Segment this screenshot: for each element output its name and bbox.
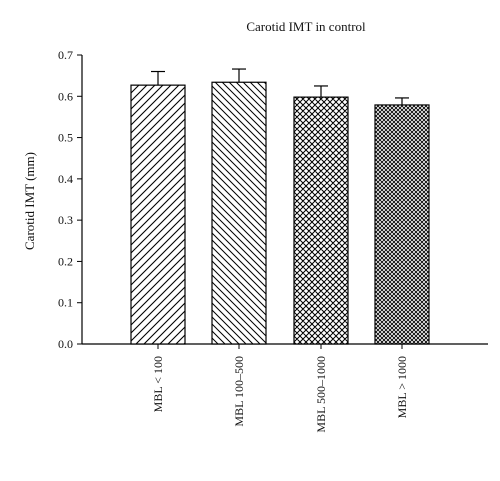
bar <box>130 84 186 345</box>
chart-title: Carotid IMT in control <box>246 19 366 34</box>
y-tick-label: 0.4 <box>58 172 73 186</box>
y-tick-label: 0.3 <box>58 213 73 227</box>
y-tick-label: 0.1 <box>58 296 73 310</box>
bar <box>293 96 349 345</box>
y-tick-label: 0.0 <box>58 337 73 351</box>
y-tick-label: 0.7 <box>58 48 73 62</box>
bar <box>211 81 267 345</box>
y-tick-label: 0.6 <box>58 89 73 103</box>
y-tick-label: 0.5 <box>58 131 73 145</box>
y-axis-label: Carotid IMT (mm) <box>22 152 37 250</box>
plot-area: 0.0 0.1 0.2 0.3 0.4 0.5 0.6 0.7 MBL < 100 MBL 100… <box>58 48 488 433</box>
x-tick-label: MBL 100–500 <box>232 356 246 427</box>
bar <box>374 104 430 345</box>
x-tick-label: MBL > 1000 <box>395 356 409 418</box>
y-tick-label: 0.2 <box>58 254 73 268</box>
x-tick-label: MBL < 100 <box>151 356 165 412</box>
x-tick-label: MBL 500–1000 <box>314 356 328 433</box>
